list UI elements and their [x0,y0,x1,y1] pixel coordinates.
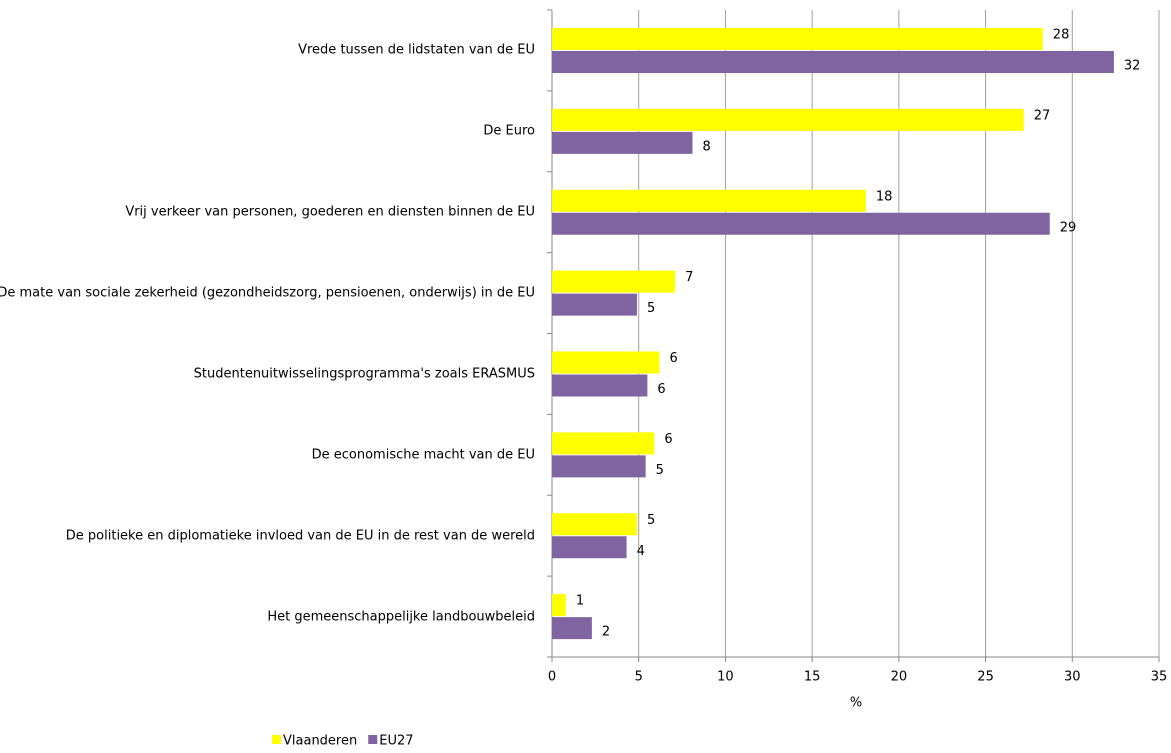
bar [552,617,592,640]
bar [552,351,660,374]
data-label: 4 [637,544,645,559]
x-tick-label: 35 [1151,670,1168,685]
bar [552,270,676,293]
x-tick-label: 10 [717,670,734,685]
bar [552,432,655,455]
x-tick-label: 25 [977,670,994,685]
legend-swatch [272,735,281,744]
bar [552,455,646,478]
x-tick-label: 5 [635,670,643,685]
data-label: 27 [1034,108,1051,123]
data-label: 8 [702,139,710,154]
bar [552,374,648,397]
category-label: De politieke en diplomatieke invloed van… [65,528,535,544]
category-label: De mate van sociale zekerheid (gezondhei… [0,285,535,301]
category-label: De Euro [483,123,535,139]
bar [552,212,1050,235]
data-label: 2 [602,625,610,640]
data-label: 7 [685,270,693,285]
data-label: 5 [656,463,664,478]
data-label: 5 [647,301,655,316]
data-label: 18 [876,189,893,204]
bar [552,51,1114,73]
data-label: 6 [670,351,678,366]
category-label: Vrede tussen de lidstaten van de EU [298,42,535,58]
data-label: 1 [576,594,584,609]
bar [552,594,566,617]
data-label: 6 [657,382,665,397]
x-tick-label: 15 [804,670,821,685]
category-label: Het gemeenschappelijke landbouwbeleid [267,609,535,625]
legend-label: EU27 [379,734,413,749]
category-label: Studentenuitwisselingsprogramma's zoals … [193,366,535,382]
bar [552,536,627,559]
bar [552,28,1043,50]
x-tick-label: 30 [1064,670,1081,685]
bar [552,108,1024,131]
data-label: 5 [647,513,655,528]
x-tick-label: 0 [548,670,556,685]
data-label: 32 [1124,59,1141,74]
category-label: Vrij verkeer van personen, goederen en d… [125,204,535,220]
data-label: 28 [1053,28,1070,43]
x-tick-label: 20 [891,670,908,685]
bar [552,189,866,212]
bar [552,131,693,154]
bar [552,293,637,316]
bar [552,513,637,536]
x-axis-label: % [850,696,862,711]
data-label: 6 [664,432,672,447]
data-label: 29 [1060,220,1077,235]
legend-label: Vlaanderen [283,734,357,749]
legend-swatch [368,735,378,744]
category-label: De economische macht van de EU [311,447,535,463]
